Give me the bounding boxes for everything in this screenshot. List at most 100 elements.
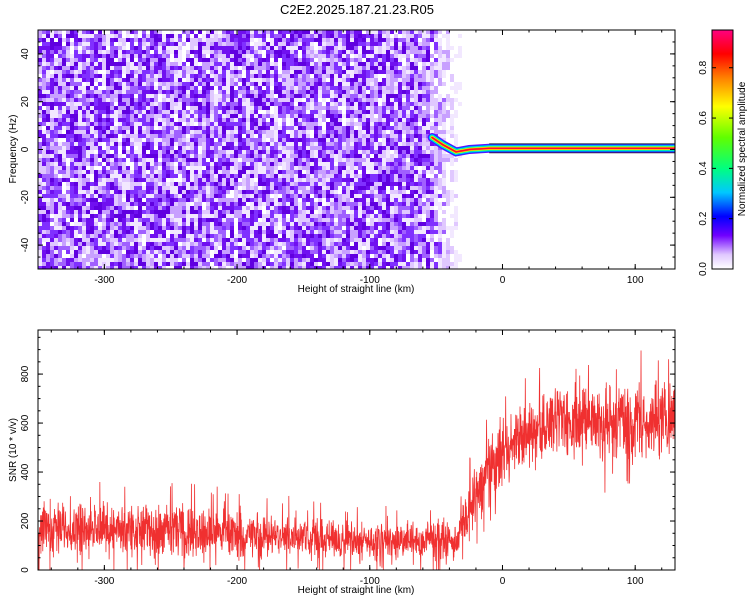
spectrogram-cell bbox=[398, 110, 402, 122]
spectrogram-cell bbox=[182, 214, 186, 218]
spectrogram-cell bbox=[94, 50, 98, 54]
spectrogram-cell bbox=[354, 202, 358, 206]
spectrogram-cell bbox=[98, 74, 102, 78]
spectrogram-cell bbox=[58, 162, 62, 166]
spectrogram-cell bbox=[214, 242, 218, 246]
spectrogram-cell bbox=[50, 38, 54, 46]
spectrogram-cell bbox=[266, 78, 270, 82]
spectrogram-cell bbox=[198, 94, 202, 98]
spectrogram-cell bbox=[278, 78, 282, 82]
spectrogram-cell bbox=[214, 74, 218, 78]
spectrogram-cell bbox=[254, 118, 258, 122]
spectrogram-cell bbox=[278, 50, 282, 58]
spectrogram-cell bbox=[242, 114, 246, 118]
spectrogram-cell bbox=[414, 122, 418, 126]
spectrogram-cell bbox=[98, 54, 102, 58]
spectrogram-cell bbox=[378, 158, 382, 162]
spectrogram-cell bbox=[306, 42, 310, 46]
spectrogram-cell bbox=[70, 130, 74, 134]
spectrogram-cell bbox=[78, 74, 82, 78]
spectrogram-cell bbox=[190, 122, 194, 126]
spectrogram-cell bbox=[174, 174, 178, 178]
spectrogram-cell bbox=[154, 266, 158, 269]
spectrogram-cell bbox=[374, 198, 378, 202]
spectrogram-cell bbox=[378, 174, 382, 182]
spectrogram-cell bbox=[190, 138, 194, 142]
spectrogram-cell bbox=[398, 194, 402, 202]
spectrogram-cell bbox=[66, 50, 70, 62]
spectrogram-cell bbox=[162, 262, 166, 266]
spectrogram-cell bbox=[298, 58, 302, 62]
spectrogram-cell bbox=[74, 70, 78, 74]
spectrogram-cell bbox=[210, 138, 214, 142]
spectrogram-cell bbox=[158, 58, 162, 70]
spectrogram-cell bbox=[142, 134, 146, 138]
spectrogram-cell bbox=[374, 154, 378, 158]
spectrogram-cell bbox=[154, 42, 158, 46]
spectrogram-cell bbox=[366, 86, 370, 90]
spectrogram-cell bbox=[142, 202, 146, 206]
spectrogram-cell bbox=[74, 246, 78, 250]
spectrogram-cell bbox=[126, 58, 130, 62]
spectrogram-cell bbox=[58, 134, 62, 138]
spectrogram-cell bbox=[174, 246, 178, 250]
spectrogram-cell bbox=[426, 230, 430, 234]
spectrogram-cell bbox=[362, 186, 366, 190]
spectrogram-cell bbox=[158, 218, 162, 230]
spectrogram-cell bbox=[314, 186, 318, 190]
spectrogram-cell bbox=[398, 74, 402, 78]
spectrogram-cell bbox=[414, 234, 418, 238]
spectrogram-cell bbox=[46, 50, 50, 54]
spectrogram-cell bbox=[358, 142, 362, 154]
spectrogram-cell bbox=[378, 234, 382, 238]
spectrogram-cell bbox=[334, 210, 338, 214]
spectrogram-cell bbox=[226, 210, 230, 214]
spectrogram-cell bbox=[350, 134, 354, 138]
spectrogram-cell bbox=[218, 194, 222, 198]
spectrogram-cell bbox=[418, 118, 422, 122]
spectrogram-cell bbox=[66, 206, 70, 210]
spectrogram-cell bbox=[386, 230, 390, 238]
spectrogram-cell bbox=[406, 262, 410, 269]
spectrogram-cell bbox=[418, 102, 422, 106]
spectrogram-cell bbox=[206, 258, 210, 262]
spectrogram-cell bbox=[306, 190, 310, 194]
spectrogram-cell bbox=[302, 254, 306, 258]
spectrogram-cell bbox=[406, 70, 410, 74]
spectrogram-cell bbox=[66, 30, 70, 34]
spectrogram-cell bbox=[422, 234, 426, 238]
spectrogram-cell bbox=[394, 150, 398, 154]
spectrogram-cell bbox=[266, 126, 270, 130]
spectrogram-cell bbox=[106, 34, 110, 46]
spectrogram-cell bbox=[310, 170, 314, 174]
spectrogram-cell bbox=[78, 262, 82, 266]
spectrogram-cell bbox=[278, 98, 282, 102]
spectrogram-cell bbox=[298, 130, 302, 138]
spectrogram-cell bbox=[94, 74, 98, 78]
spectrogram-cell bbox=[286, 114, 290, 118]
spectrogram-cell bbox=[226, 198, 230, 202]
spectrogram-cell bbox=[238, 154, 242, 158]
spectrogram-cell bbox=[146, 142, 150, 146]
spectrogram-cell bbox=[170, 158, 174, 162]
spectrogram-cell bbox=[318, 166, 322, 170]
spectrogram-cell bbox=[402, 94, 406, 98]
spectrogram-cell bbox=[174, 74, 178, 82]
spectrogram-cell bbox=[174, 42, 178, 46]
spectrogram-cell bbox=[130, 178, 134, 182]
spectrogram-cell bbox=[442, 106, 446, 114]
spectrogram-cell bbox=[122, 150, 126, 154]
spectrogram-cell bbox=[206, 142, 210, 146]
spectrogram-cell bbox=[182, 262, 186, 269]
spectrogram-cell bbox=[94, 106, 98, 110]
spectrogram-cell bbox=[110, 38, 114, 42]
spectrogram-cell bbox=[310, 122, 314, 130]
spectrogram-cell bbox=[222, 126, 226, 130]
spectrogram-cell bbox=[94, 146, 98, 150]
spectrogram-cell bbox=[250, 146, 254, 150]
spectrogram-cell bbox=[142, 230, 146, 234]
spectrogram-cell bbox=[170, 250, 174, 254]
spectrogram-cell bbox=[314, 102, 318, 106]
spectrogram-cell bbox=[230, 50, 234, 54]
spectrogram-cell bbox=[234, 190, 238, 202]
